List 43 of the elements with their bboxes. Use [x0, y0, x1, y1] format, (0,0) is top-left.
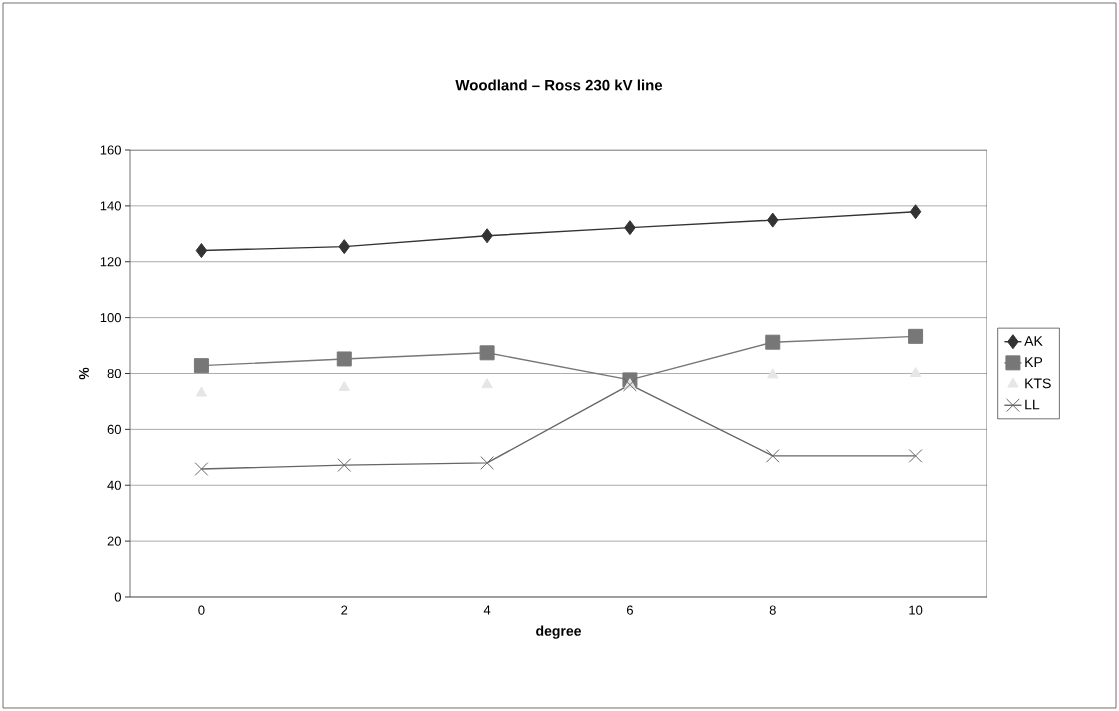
legend-label: AK: [1024, 336, 1043, 346]
x-tick-label: 4: [483, 605, 491, 615]
y-tick-label: 80: [107, 368, 121, 379]
y-tick-label: 160: [100, 145, 121, 155]
chart-title: Woodland – Ross 230 kV line: [455, 79, 663, 91]
point: [765, 449, 780, 463]
x-tick-label: 8: [769, 605, 776, 615]
point: [909, 204, 922, 220]
point: [337, 458, 352, 472]
point: [338, 239, 351, 255]
point: [481, 228, 493, 244]
point: [195, 243, 208, 259]
y-tick-label: 100: [100, 313, 121, 323]
x-tick-label: 2: [341, 605, 348, 615]
point: [194, 462, 209, 476]
y-tick-label: 120: [100, 257, 121, 267]
point: [336, 351, 352, 367]
point: [479, 345, 495, 361]
point: [480, 456, 494, 470]
legend-label: KTS: [1025, 378, 1051, 389]
point: [767, 368, 779, 379]
point: [481, 378, 493, 389]
legend-label: KP: [1025, 357, 1043, 367]
point: [908, 328, 924, 344]
x-tick-label: 0: [198, 605, 205, 615]
x-axis-title: degree: [536, 625, 581, 639]
point: [908, 449, 923, 463]
point: [765, 334, 781, 350]
legend-label: LL: [1025, 399, 1040, 410]
y-tick-label: 20: [107, 536, 121, 546]
point: [195, 386, 208, 397]
y-tick-label: 40: [107, 480, 121, 490]
y-tick-label: 60: [107, 424, 121, 434]
point: [909, 366, 922, 377]
point: [767, 212, 779, 228]
point: [624, 220, 636, 236]
x-tick-label: 6: [626, 605, 633, 615]
y-tick-label: 0: [114, 592, 121, 602]
y-axis-title: %: [79, 367, 89, 380]
point: [338, 380, 350, 391]
x-tick-label: 10: [909, 605, 923, 615]
point: [193, 358, 209, 374]
y-tick-label: 140: [100, 201, 121, 211]
